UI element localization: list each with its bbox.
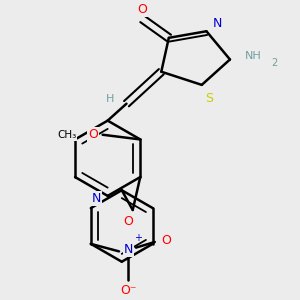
- Text: +: +: [134, 233, 142, 243]
- Text: N: N: [92, 192, 101, 205]
- Text: O: O: [88, 128, 98, 141]
- Text: H: H: [106, 94, 115, 104]
- Text: S: S: [205, 92, 213, 104]
- Text: N: N: [213, 17, 222, 30]
- Text: O: O: [161, 234, 171, 247]
- Text: O⁻: O⁻: [120, 284, 137, 297]
- Text: O: O: [137, 3, 147, 16]
- Text: NH: NH: [245, 51, 262, 61]
- Text: O: O: [123, 215, 133, 228]
- Text: N: N: [124, 243, 133, 256]
- Text: CH₃: CH₃: [57, 130, 76, 140]
- Text: 2: 2: [271, 58, 277, 68]
